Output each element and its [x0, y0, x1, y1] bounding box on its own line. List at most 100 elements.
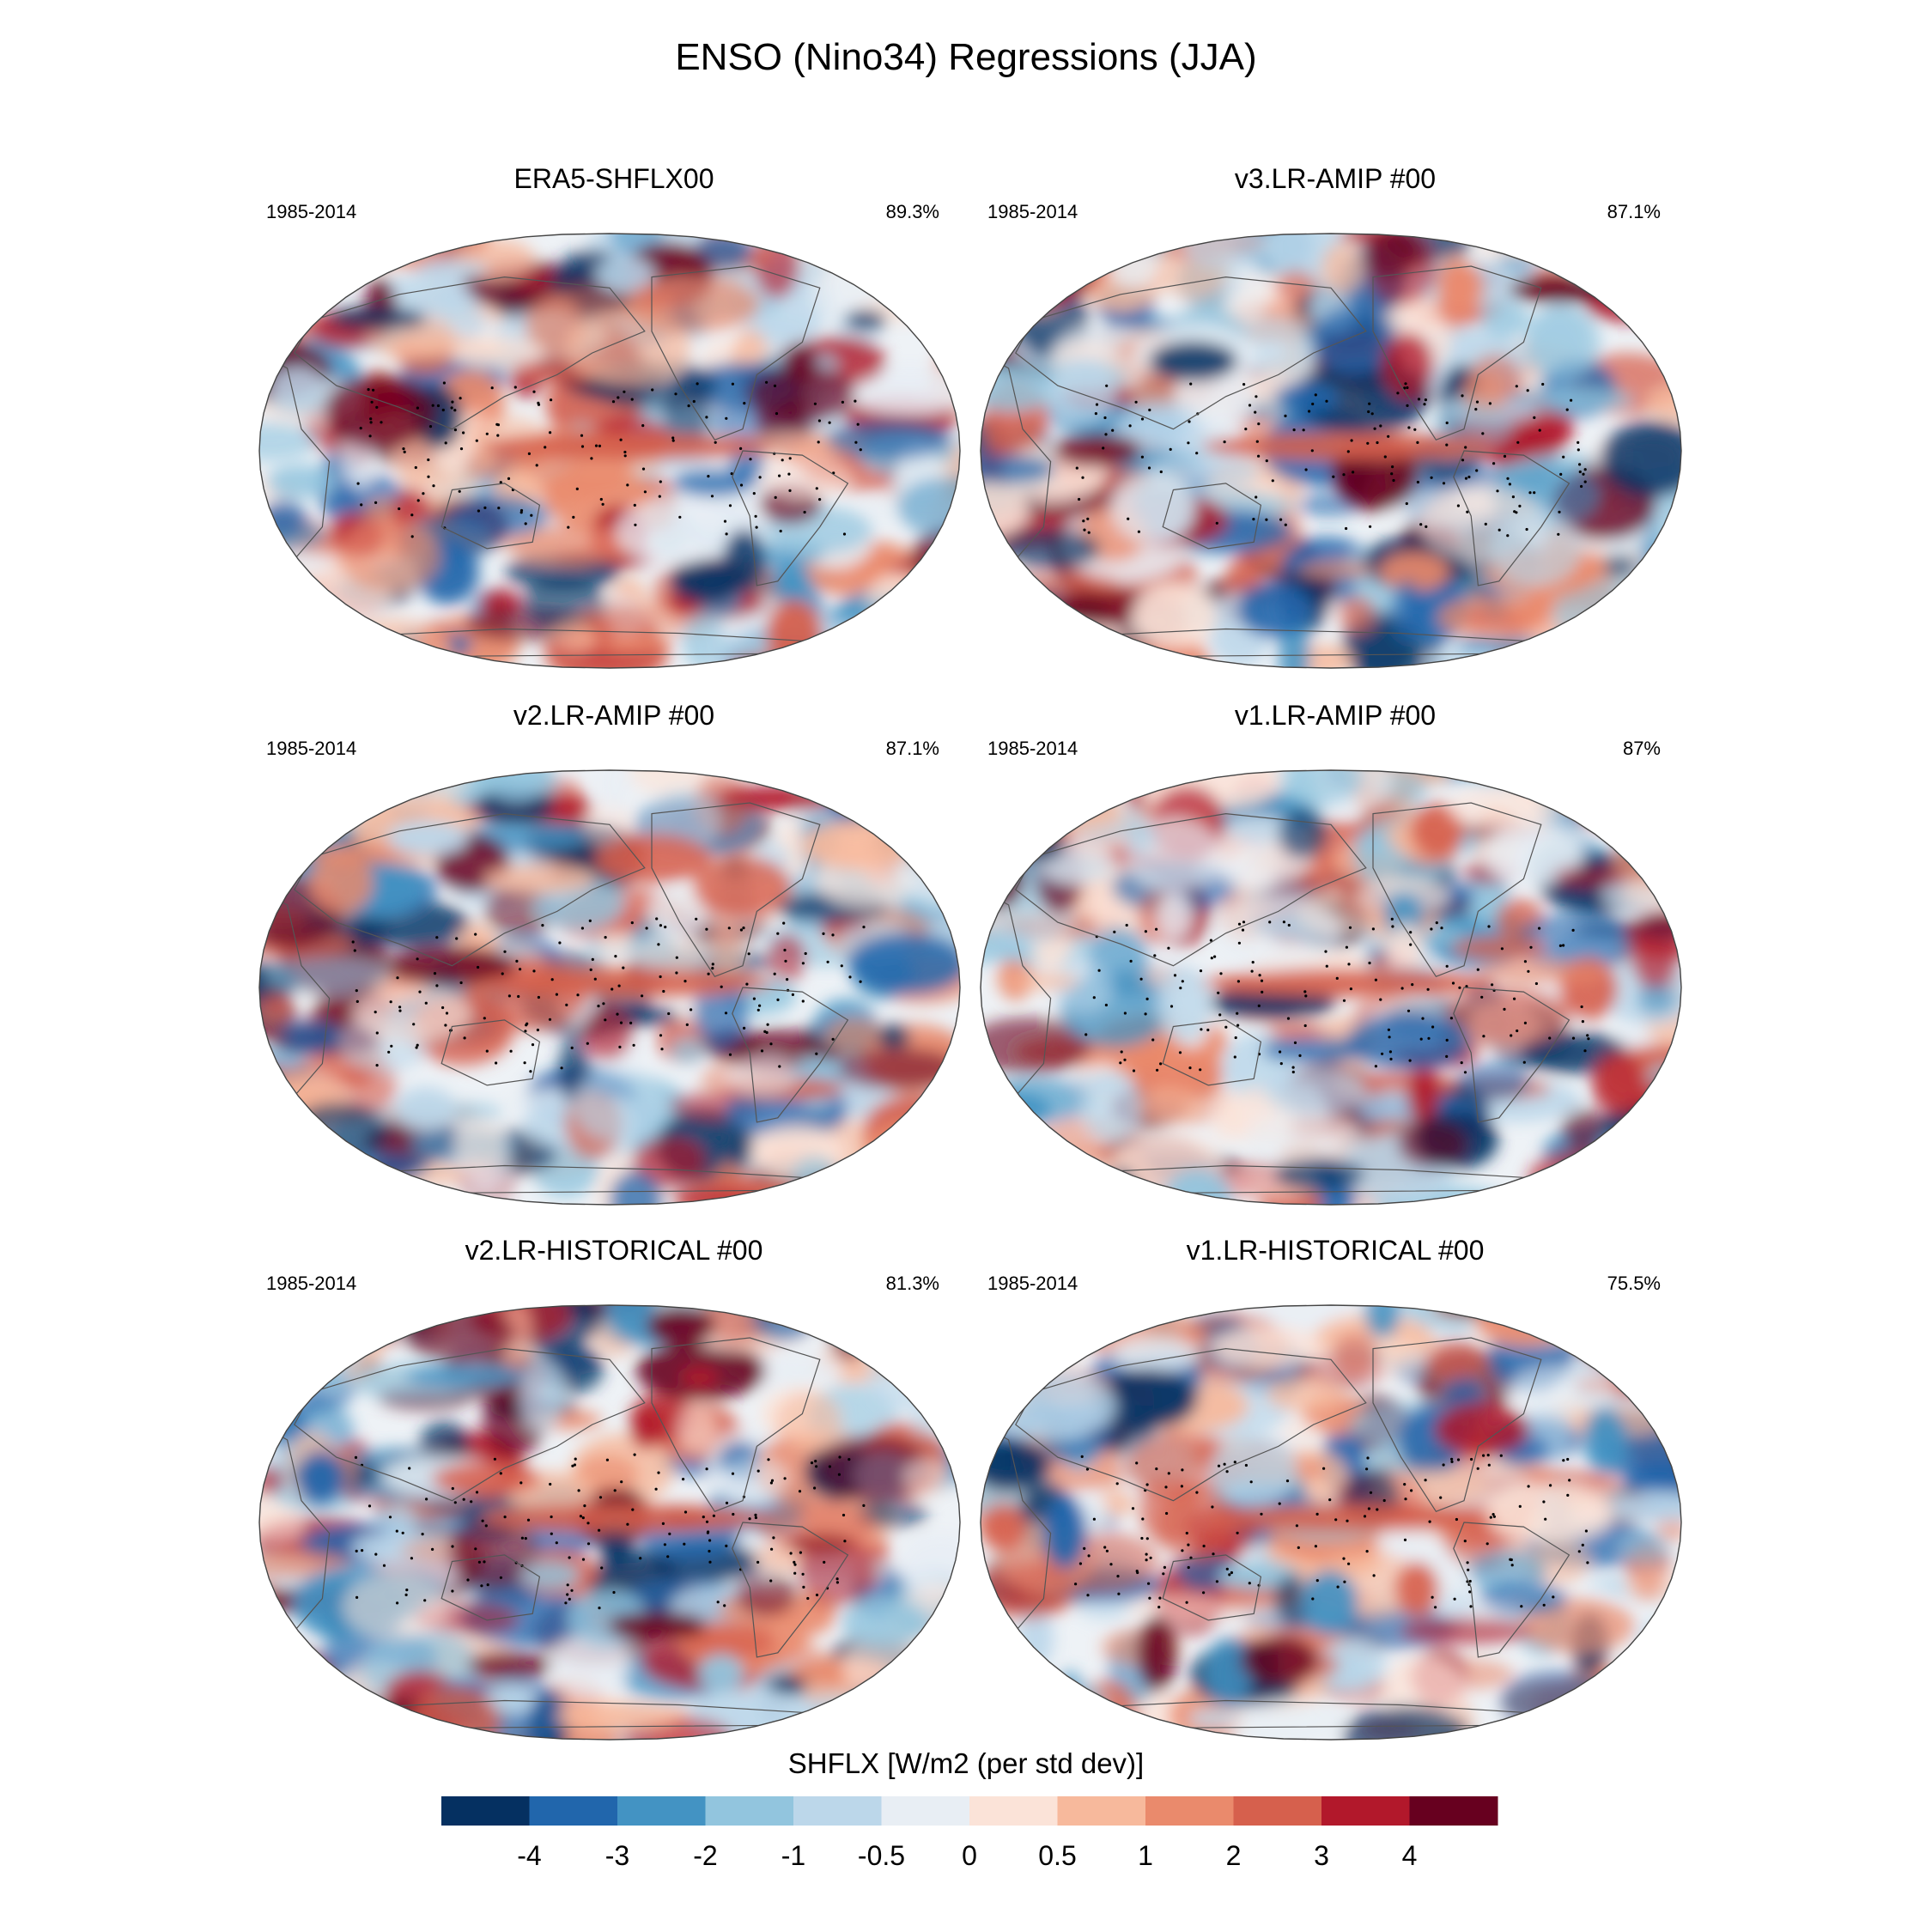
stipple-dot: [1092, 996, 1096, 999]
stipple-dot: [524, 1030, 527, 1033]
anomaly-blob: [999, 288, 1056, 319]
stipple-dot: [1486, 1454, 1490, 1457]
stipple-dot: [1510, 1034, 1513, 1037]
stipple-dot: [758, 476, 762, 479]
stipple-dot: [433, 972, 437, 975]
stipple-dot: [422, 492, 425, 495]
stipple-dot: [435, 936, 439, 939]
anomaly-blob: [1554, 866, 1625, 888]
stipple-dot: [550, 978, 554, 981]
stipple-dot: [1255, 395, 1258, 398]
panel-pattern-correlation: 87.1%: [885, 738, 939, 759]
stipple-dot: [619, 438, 623, 441]
anomaly-blob: [519, 1561, 580, 1589]
anomaly-blob: [1222, 1699, 1346, 1740]
stipple-dot: [1178, 1051, 1182, 1054]
stipple-dot: [496, 423, 500, 427]
stipple-dot: [828, 1465, 832, 1468]
stipple-dot: [474, 1547, 477, 1551]
stipple-dot: [503, 950, 507, 953]
stipple-dot: [671, 436, 675, 440]
stipple-dot: [1217, 1464, 1221, 1467]
stipple-dot: [1279, 1062, 1283, 1066]
stipple-dot: [1453, 1597, 1456, 1601]
anomaly-blob: [670, 1037, 706, 1064]
stipple-dot: [1434, 1606, 1437, 1609]
panel-title: v2.LR-AMIP #00: [513, 700, 715, 731]
stipple-dot: [1463, 1071, 1467, 1074]
stipple-dot: [537, 401, 540, 404]
panel-title: v1.LR-AMIP #00: [1234, 700, 1437, 731]
stipple-dot: [767, 1458, 770, 1461]
anomaly-blob: [264, 957, 392, 995]
anomaly-blob: [866, 1345, 958, 1413]
stipple-dot: [1092, 1517, 1096, 1521]
anomaly-blob: [259, 1466, 285, 1495]
stipple-dot: [760, 1049, 764, 1053]
significance-stippling: [356, 380, 862, 538]
stipple-dot: [1510, 1558, 1513, 1562]
stipple-dot: [1365, 1467, 1369, 1471]
anomaly-blob: [1332, 1333, 1378, 1376]
stipple-dot: [1548, 1036, 1552, 1040]
anomaly-blob: [1133, 583, 1218, 648]
anomaly-blob: [981, 615, 1021, 659]
anomaly-blob: [259, 1305, 329, 1334]
stipple-dot: [1423, 403, 1426, 406]
stipple-dot: [1189, 382, 1193, 386]
continent-outline: [732, 450, 849, 586]
stipple-dot: [1148, 1596, 1151, 1600]
anomaly-blob: [259, 1653, 326, 1716]
anomaly-blob: [1245, 1110, 1362, 1169]
stipple-dot: [1346, 450, 1350, 453]
anomaly-blob: [1110, 472, 1195, 544]
stipple-dot: [1212, 1552, 1215, 1556]
stipple-dot: [435, 984, 439, 987]
stipple-dot: [1487, 1463, 1491, 1467]
stipple-dot: [1426, 987, 1430, 991]
stipple-dot: [798, 1490, 802, 1493]
anomaly-blob: [814, 1435, 930, 1504]
stipple-dot: [1562, 455, 1565, 459]
stipple-dot: [657, 943, 660, 946]
anomaly-blob: [404, 1305, 515, 1364]
anomaly-blob: [302, 1305, 380, 1346]
stipple-dot: [1145, 1558, 1148, 1562]
stipple-dot: [1482, 1454, 1485, 1457]
stipple-dot: [1211, 1505, 1214, 1509]
anomaly-blob: [1617, 1675, 1649, 1714]
stipple-dot: [822, 932, 825, 935]
anomaly-blob: [1211, 1327, 1323, 1369]
stipple-dot: [1087, 1554, 1091, 1558]
stipple-dot: [1223, 1462, 1226, 1466]
colorbar-tick-label: 0: [962, 1840, 977, 1871]
stipple-dot: [375, 1031, 379, 1035]
anomaly-blob: [1606, 1492, 1681, 1522]
stipple-dot: [1496, 489, 1499, 493]
stipple-dot: [1474, 408, 1478, 411]
stipple-dot: [671, 439, 675, 442]
stipple-dot: [727, 927, 731, 930]
stipple-dot: [1156, 1068, 1159, 1072]
stipple-dot: [1123, 1012, 1127, 1015]
stipple-dot: [550, 398, 553, 402]
anomaly-blob: [903, 1700, 960, 1740]
anomaly-blob: [1067, 1684, 1108, 1728]
anomaly-blob: [844, 310, 888, 331]
stipple-dot: [1417, 398, 1421, 401]
stipple-dot: [1311, 1597, 1315, 1601]
stipple-dot: [566, 1593, 569, 1596]
stipple-dot: [645, 927, 648, 930]
stipple-dot: [355, 1549, 358, 1552]
stipple-dot: [527, 452, 531, 455]
stipple-dot: [1542, 1603, 1546, 1607]
stipple-dot: [1097, 969, 1101, 972]
anomaly-blob: [417, 259, 488, 278]
anomaly-blob: [1279, 1421, 1321, 1440]
stipple-dot: [1374, 1065, 1377, 1068]
anomaly-blob: [325, 374, 437, 450]
anomaly-blob: [403, 1305, 434, 1327]
stipple-dot: [1410, 1489, 1413, 1492]
stipple-dot: [787, 472, 791, 476]
anomaly-blob: [338, 520, 441, 592]
